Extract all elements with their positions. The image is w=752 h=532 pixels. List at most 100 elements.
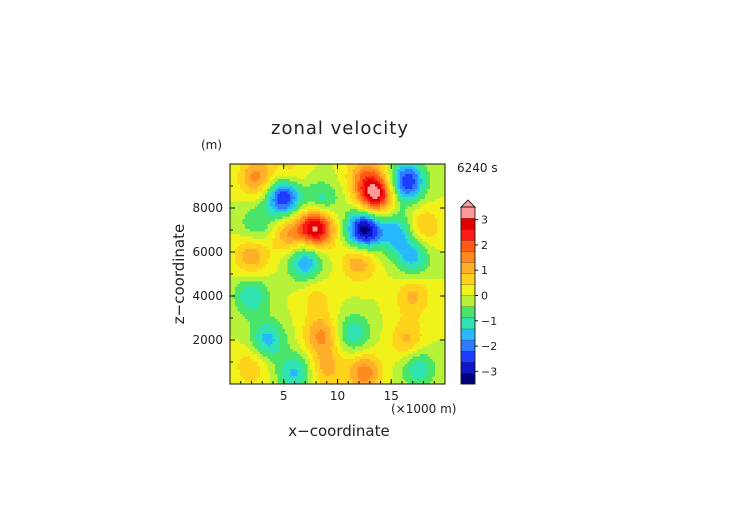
heat-cell (375, 176, 378, 180)
heat-cell (277, 181, 281, 185)
heat-cell (432, 306, 436, 310)
heat-cell (327, 224, 331, 227)
heat-cell (292, 264, 296, 267)
heat-cell (247, 166, 251, 170)
heat-cell (397, 254, 401, 257)
heat-cell (442, 171, 445, 175)
heat-cell (357, 219, 361, 222)
heat-cell (287, 209, 291, 212)
heat-cell (395, 266, 398, 270)
heat-cell (410, 181, 413, 185)
heat-cell (322, 279, 326, 282)
heat-cell (360, 259, 363, 262)
heat-cell (380, 274, 383, 277)
heat-cell (297, 216, 301, 220)
heat-cell (370, 296, 373, 300)
heat-cell (392, 181, 396, 185)
heat-cell (442, 184, 445, 187)
heat-cell (357, 271, 361, 275)
heat-cell (257, 294, 261, 297)
heat-cell (352, 241, 356, 245)
heat-cell (272, 186, 276, 190)
heat-cell (305, 271, 308, 275)
heat-cell (417, 209, 421, 212)
heat-cell (350, 291, 353, 295)
heat-cell (330, 241, 333, 245)
heat-cell (397, 239, 401, 242)
heat-cell (427, 169, 431, 172)
heat-cell (372, 264, 376, 267)
heat-cell (260, 211, 263, 215)
heat-cell (312, 299, 316, 302)
heat-cell (360, 234, 363, 237)
heat-cell (322, 201, 326, 205)
heat-cell (400, 279, 403, 282)
heat-cell (255, 249, 258, 252)
heat-cell (390, 276, 393, 280)
heat-cell (410, 269, 413, 272)
heat-cell (272, 164, 276, 167)
heat-cell (400, 244, 403, 247)
heat-cell (412, 246, 416, 250)
heat-cell (392, 296, 396, 300)
heat-cell (267, 291, 271, 295)
heat-cell (235, 271, 238, 275)
heat-cell (335, 191, 338, 195)
heat-cell (362, 204, 366, 207)
heat-cell (372, 211, 376, 215)
heat-cell (407, 214, 411, 217)
heat-cell (265, 256, 268, 260)
heat-cell (275, 179, 278, 182)
heat-cell (235, 199, 238, 202)
heat-cell (315, 246, 318, 250)
heat-cell (330, 296, 333, 300)
heat-cell (260, 201, 263, 205)
heat-cell (265, 224, 268, 227)
heat-cell (255, 174, 258, 177)
heat-cell (350, 194, 353, 197)
heat-cell (335, 184, 338, 187)
heat-cell (342, 246, 346, 250)
heat-cell (372, 241, 376, 245)
heat-cell (412, 234, 416, 237)
heat-cell (440, 174, 443, 177)
heat-cell (377, 279, 381, 282)
heat-cell (352, 306, 356, 310)
heat-cell (377, 244, 381, 247)
heat-cell (432, 274, 436, 277)
heat-cell (337, 251, 341, 255)
heat-cell (267, 216, 271, 220)
heat-cell (342, 216, 346, 220)
heat-cell (295, 264, 298, 267)
heat-cell (342, 284, 346, 287)
heat-cell (395, 174, 398, 177)
heat-cell (290, 206, 293, 210)
heat-cell (287, 229, 291, 232)
heat-cell (390, 184, 393, 187)
heat-cell (400, 291, 403, 295)
heat-cell (415, 189, 418, 192)
heat-cell (425, 254, 428, 257)
heat-cell (442, 224, 445, 227)
heat-cell (282, 214, 286, 217)
heat-cell (407, 274, 411, 277)
heat-cell (260, 304, 263, 307)
heat-cell (292, 251, 296, 255)
heat-cell (365, 274, 368, 277)
heat-cell (342, 201, 346, 205)
heat-cell (240, 249, 243, 252)
heat-cell (392, 299, 396, 302)
heat-cell (245, 206, 248, 210)
heat-cell (430, 179, 433, 182)
heat-cell (250, 214, 253, 217)
heat-cell (417, 194, 421, 197)
heat-cell (332, 259, 336, 262)
heat-cell (395, 306, 398, 310)
heat-cell (420, 241, 423, 245)
heat-cell (252, 264, 256, 267)
heat-cell (430, 181, 433, 185)
heat-cell (340, 286, 343, 290)
heat-cell (425, 284, 428, 287)
heat-cell (230, 274, 233, 277)
heat-cell (365, 179, 368, 182)
